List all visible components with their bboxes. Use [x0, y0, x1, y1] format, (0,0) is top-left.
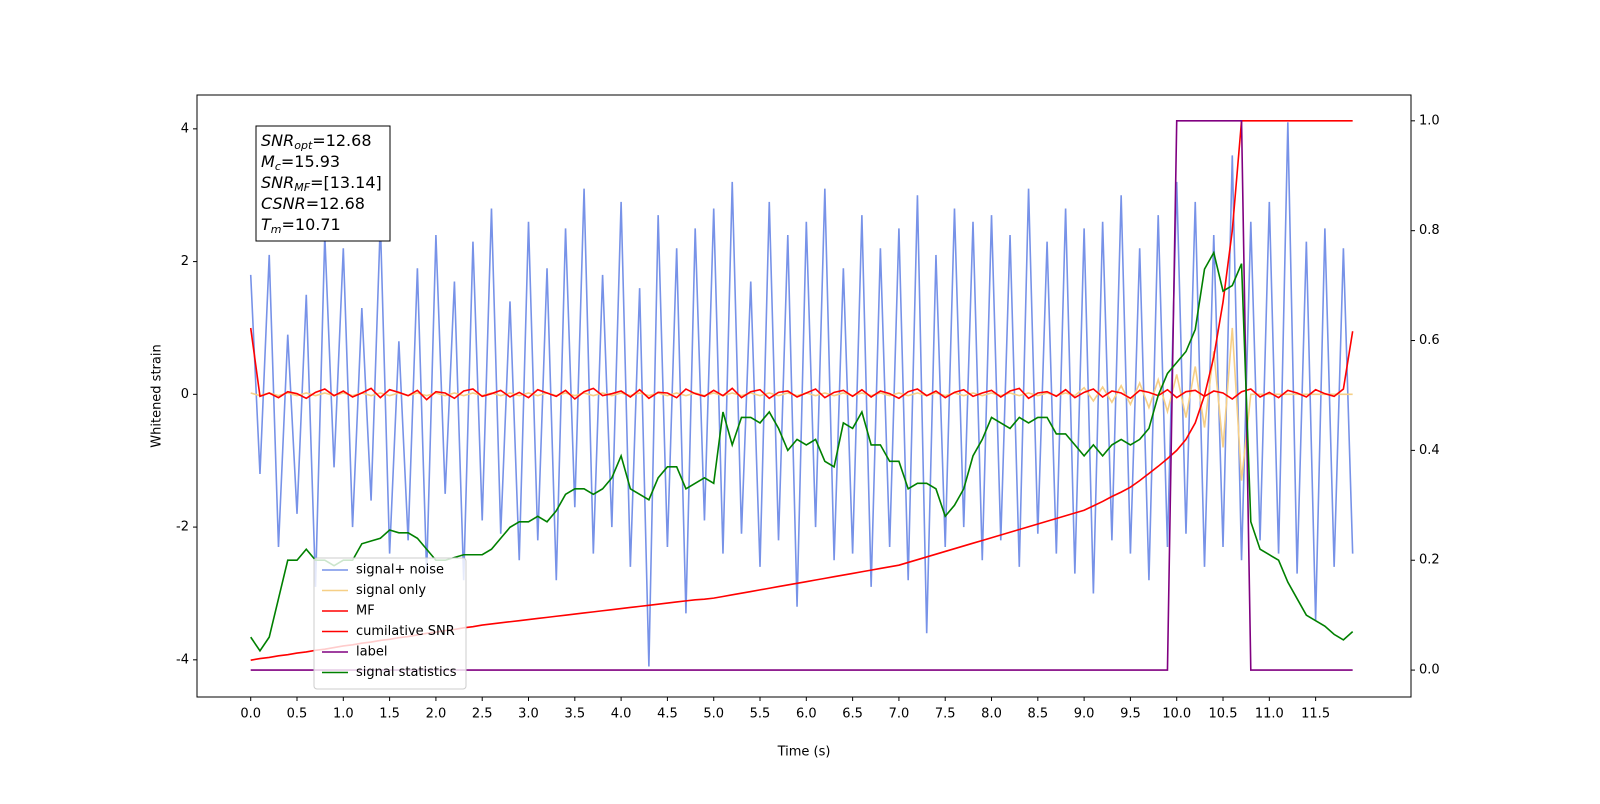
x-tick-label: 9.5 [1120, 707, 1141, 722]
annotation-symbol: M [261, 152, 275, 171]
annotation-symbol: T [261, 215, 272, 234]
annotation-symbol: SNR [261, 173, 294, 192]
annotation-subscript: opt [294, 139, 313, 152]
annotation-text: =10.71 [282, 215, 341, 234]
x-tick-label: 3.0 [518, 707, 539, 722]
x-tick-label: 5.0 [703, 707, 724, 722]
series-line [249, 122, 1354, 667]
annotation-subscript: MF [294, 181, 310, 194]
x-tick-label: 2.5 [472, 707, 493, 722]
annotation-text: =15.93 [281, 152, 340, 171]
legend-label: label [356, 645, 387, 660]
x-tick-label: 11.5 [1301, 707, 1330, 722]
legend-label: signal+ noise [356, 563, 444, 578]
annotation-box [255, 125, 391, 242]
x-tick-label: 4.5 [657, 707, 678, 722]
x-tick-label: 4.0 [611, 707, 632, 722]
annotation-text: =12.68 [306, 194, 365, 213]
x-tick-label: 10.0 [1162, 707, 1191, 722]
annotation-text: =12.68 [312, 131, 371, 150]
annotation-line: Mc=15.93 [261, 152, 340, 174]
y-tick-label: -4 [176, 652, 189, 667]
annotation-line: Tm=10.71 [261, 215, 341, 237]
legend-label: signal only [356, 583, 426, 598]
y2-tick-label: 0.4 [1419, 443, 1440, 458]
x-tick-label: 6.5 [842, 707, 863, 722]
x-tick-label: 5.5 [750, 707, 771, 722]
annotation-subscript: m [271, 223, 282, 236]
y2-tick-label: 0.0 [1419, 663, 1440, 678]
y-tick-label: 4 [181, 121, 189, 136]
x-tick-label: 8.5 [1027, 707, 1048, 722]
series-line [249, 327, 1354, 401]
annotation-text: =[13.14] [310, 173, 382, 192]
x-tick-label: 2.0 [426, 707, 447, 722]
annotation-symbol: CSNR [261, 194, 306, 213]
annotation-line: CSNR=12.68 [261, 194, 365, 213]
x-tick-label: 8.0 [981, 707, 1002, 722]
y-tick-label: -2 [176, 520, 189, 535]
x-tick-label: 7.0 [889, 707, 910, 722]
x-tick-label: 3.5 [564, 707, 585, 722]
x-axis-label: Time (s) [777, 745, 831, 760]
plot-frame [196, 94, 1412, 698]
annotation-line: SNRMF=[13.14] [261, 173, 382, 195]
x-tick-label: 6.0 [796, 707, 817, 722]
x-tick-label: 1.5 [379, 707, 400, 722]
annotation-symbol: SNR [261, 131, 294, 150]
y-axis-label: Whitened strain [150, 344, 165, 447]
y2-tick-label: 0.6 [1419, 333, 1440, 348]
y2-tick-label: 1.0 [1419, 113, 1440, 128]
x-tick-label: 0.5 [287, 707, 308, 722]
x-tick-label: 7.5 [935, 707, 956, 722]
annotation-subscript: c [275, 160, 281, 173]
x-tick-label: 1.0 [333, 707, 354, 722]
legend-box [313, 557, 467, 690]
legend-label: MF [356, 604, 375, 619]
legend-label: signal statistics [356, 665, 457, 680]
annotation-line: SNRopt=12.68 [261, 131, 372, 153]
y-tick-label: 2 [181, 254, 189, 269]
y2-tick-label: 0.8 [1419, 223, 1440, 238]
x-tick-label: 0.0 [240, 707, 261, 722]
y-tick-label: 0 [181, 387, 189, 402]
y2-tick-label: 0.2 [1419, 553, 1440, 568]
x-tick-label: 10.5 [1209, 707, 1238, 722]
x-tick-label: 11.0 [1255, 707, 1284, 722]
x-tick-label: 9.0 [1074, 707, 1095, 722]
legend-label: cumilative SNR [356, 624, 455, 639]
